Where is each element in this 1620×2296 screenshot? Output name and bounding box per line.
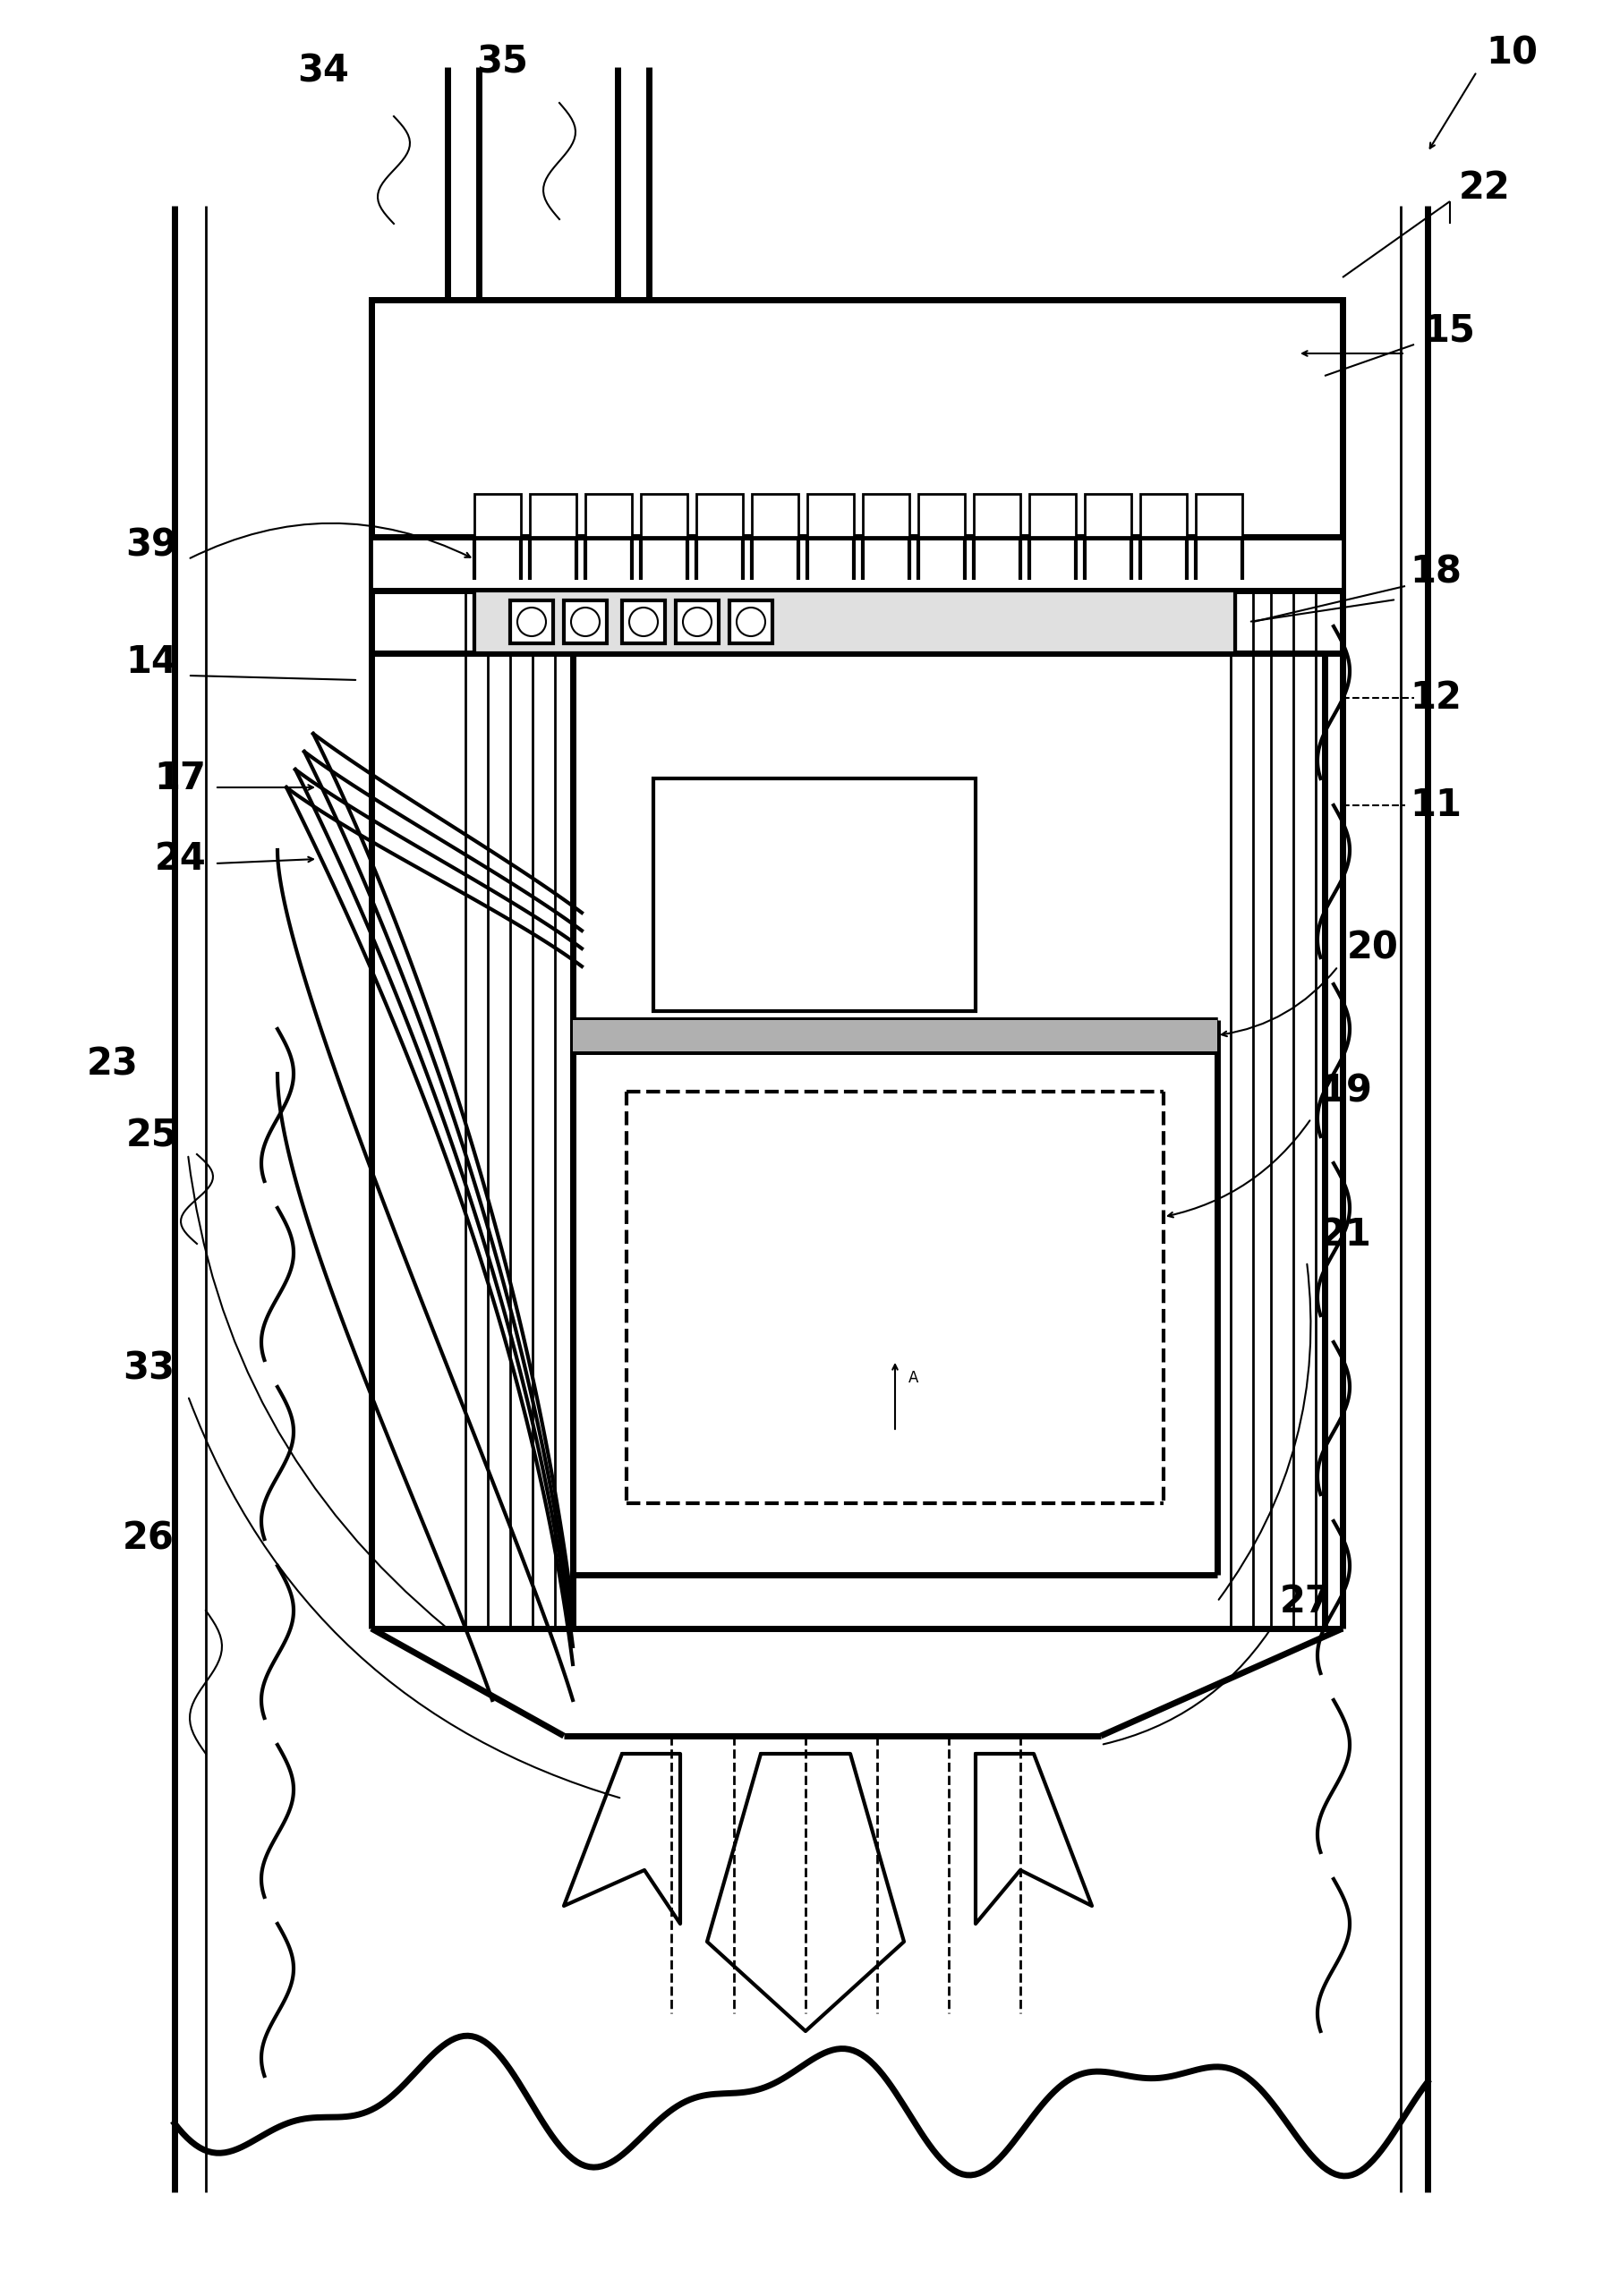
Bar [752, 494, 799, 537]
Text: 11: 11 [1409, 788, 1461, 824]
Bar [622, 599, 664, 643]
Text: 14: 14 [125, 643, 177, 682]
Text: A: A [909, 1371, 919, 1387]
Bar [1140, 494, 1187, 537]
Bar [697, 494, 744, 537]
Text: 22: 22 [1460, 170, 1510, 207]
Bar [585, 494, 632, 537]
Bar [676, 599, 719, 643]
Text: 19: 19 [1320, 1072, 1372, 1111]
Text: 15: 15 [1422, 312, 1474, 349]
Text: 18: 18 [1409, 553, 1461, 592]
Text: 23: 23 [87, 1047, 139, 1084]
Text: 26: 26 [123, 1520, 175, 1557]
Text: 39: 39 [125, 528, 177, 565]
Bar [475, 494, 522, 537]
Bar [573, 1019, 1217, 1052]
Text: 33: 33 [123, 1350, 175, 1387]
Text: 17: 17 [154, 760, 206, 797]
Bar [729, 599, 773, 643]
Bar [919, 494, 966, 537]
Bar [1196, 494, 1243, 537]
Bar [807, 494, 854, 537]
Bar [642, 494, 687, 537]
Bar [371, 301, 1343, 537]
Text: 10: 10 [1486, 34, 1537, 73]
Text: 20: 20 [1346, 930, 1398, 967]
Bar [371, 537, 1343, 590]
Bar [510, 599, 552, 643]
Text: 24: 24 [154, 840, 206, 877]
Bar [653, 778, 975, 1010]
Text: 25: 25 [125, 1118, 177, 1155]
Bar [475, 590, 1234, 652]
Bar [974, 494, 1021, 537]
Bar [1029, 494, 1076, 537]
Text: 12: 12 [1409, 680, 1461, 716]
Bar [564, 599, 608, 643]
Text: 27: 27 [1280, 1582, 1332, 1621]
Bar [863, 494, 909, 537]
Text: 21: 21 [1320, 1217, 1372, 1254]
Text: 34: 34 [296, 53, 348, 90]
Bar [1085, 494, 1131, 537]
Bar [530, 494, 577, 537]
Text: 35: 35 [476, 44, 528, 80]
